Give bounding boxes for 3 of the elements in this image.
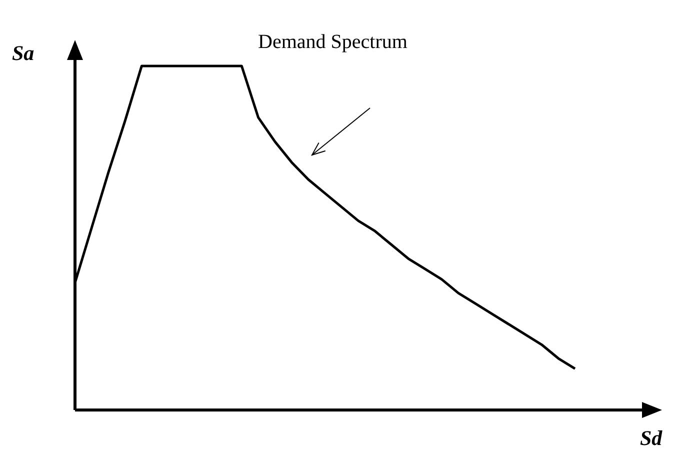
text: Demand Spectrum bbox=[258, 31, 408, 53]
y-axis-title: Sa bbox=[12, 41, 34, 65]
x-axis-title: Sd bbox=[640, 426, 663, 450]
